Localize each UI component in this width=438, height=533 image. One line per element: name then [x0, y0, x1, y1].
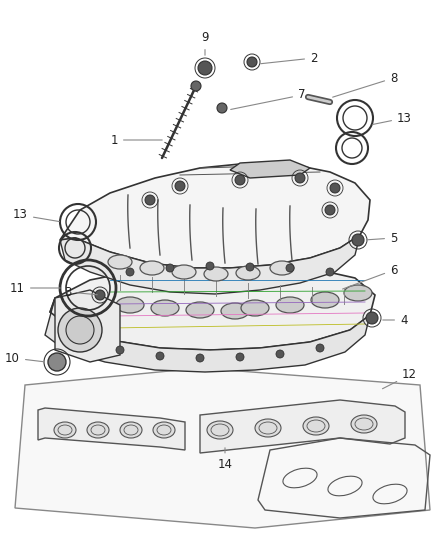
Circle shape [217, 103, 227, 113]
Ellipse shape [108, 255, 132, 269]
Circle shape [166, 264, 174, 272]
Circle shape [366, 312, 378, 324]
Text: 9: 9 [201, 31, 209, 55]
Circle shape [330, 183, 340, 193]
Circle shape [352, 234, 364, 246]
Ellipse shape [351, 415, 377, 433]
Ellipse shape [87, 422, 109, 438]
Circle shape [66, 316, 94, 344]
Circle shape [326, 268, 334, 276]
Circle shape [276, 350, 284, 358]
Polygon shape [50, 265, 375, 350]
Text: 8: 8 [332, 71, 397, 97]
Text: 3: 3 [65, 286, 97, 298]
Text: 4: 4 [383, 313, 407, 327]
Polygon shape [55, 290, 120, 362]
Text: 7: 7 [231, 88, 305, 109]
Text: 13: 13 [13, 208, 59, 222]
Circle shape [246, 263, 254, 271]
Circle shape [191, 81, 201, 91]
Text: 1: 1 [110, 133, 162, 147]
Ellipse shape [241, 300, 269, 316]
Text: 13: 13 [373, 111, 412, 125]
Ellipse shape [204, 267, 228, 281]
Ellipse shape [207, 421, 233, 439]
Polygon shape [230, 160, 310, 178]
Ellipse shape [344, 285, 372, 301]
Circle shape [236, 353, 244, 361]
Circle shape [126, 268, 134, 276]
Ellipse shape [236, 266, 260, 280]
Circle shape [235, 175, 245, 185]
Text: 11: 11 [10, 281, 60, 295]
Text: 12: 12 [382, 368, 417, 389]
Circle shape [196, 354, 204, 362]
Polygon shape [60, 163, 370, 268]
Polygon shape [15, 368, 430, 528]
Circle shape [58, 308, 102, 352]
Circle shape [116, 346, 124, 354]
Ellipse shape [120, 422, 142, 438]
Polygon shape [200, 400, 405, 453]
Circle shape [325, 205, 335, 215]
Ellipse shape [221, 303, 249, 319]
Ellipse shape [276, 297, 304, 313]
Circle shape [48, 353, 66, 371]
Text: 5: 5 [367, 231, 397, 245]
Circle shape [295, 173, 305, 183]
Ellipse shape [270, 261, 294, 275]
Text: 14: 14 [218, 448, 233, 472]
Polygon shape [38, 408, 185, 450]
Ellipse shape [153, 422, 175, 438]
Text: 10: 10 [5, 351, 43, 365]
Ellipse shape [311, 292, 339, 308]
Circle shape [247, 57, 257, 67]
Polygon shape [60, 235, 360, 294]
Circle shape [156, 352, 164, 360]
Ellipse shape [186, 302, 214, 318]
Ellipse shape [54, 422, 76, 438]
Circle shape [95, 290, 105, 300]
Circle shape [206, 262, 214, 270]
Circle shape [316, 344, 324, 352]
Text: 2: 2 [261, 52, 318, 64]
Ellipse shape [140, 261, 164, 275]
Circle shape [175, 181, 185, 191]
Ellipse shape [116, 297, 144, 313]
Circle shape [145, 195, 155, 205]
Ellipse shape [151, 300, 179, 316]
Circle shape [198, 61, 212, 75]
Ellipse shape [303, 417, 329, 435]
Ellipse shape [172, 265, 196, 279]
Text: 6: 6 [343, 263, 398, 289]
Ellipse shape [255, 419, 281, 437]
Circle shape [286, 264, 294, 272]
Polygon shape [45, 298, 370, 372]
